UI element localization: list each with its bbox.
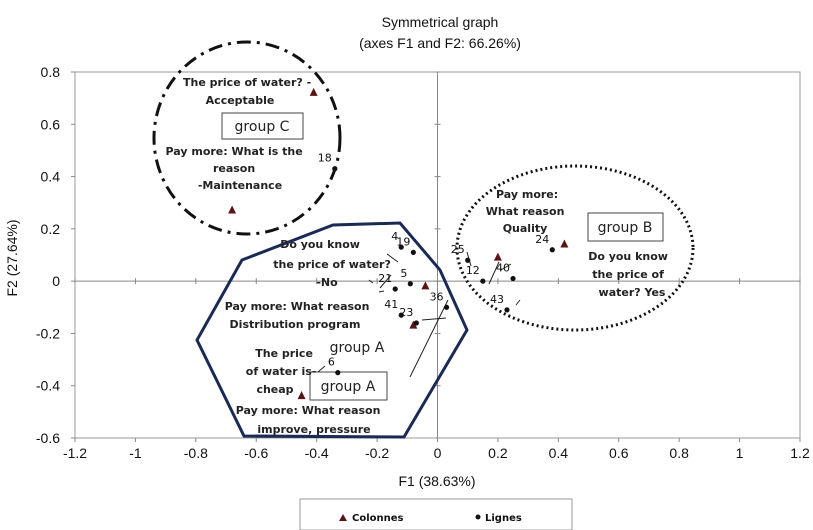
lignes-point: [549, 247, 555, 253]
y-tick-label: 0.6: [41, 116, 61, 132]
legend-box: [299, 498, 573, 530]
lignes-point: [398, 312, 404, 318]
lignes-point: [504, 307, 510, 313]
lignes-point: [465, 257, 471, 263]
x-tick-label: 0.8: [669, 445, 689, 461]
lignes-point-label: 5: [400, 267, 407, 280]
y-tick-label: 0.8: [41, 64, 61, 80]
y-tick-label: 0: [52, 273, 60, 289]
annotation-know-price-yes: Do you know the price of water? Yes: [588, 250, 672, 299]
colonnes-point: [421, 281, 430, 290]
x-tick-label: 0.6: [609, 445, 629, 461]
y-tick-label: -0.6: [36, 430, 60, 446]
lignes-point: [335, 370, 341, 376]
group-c-outline: [152, 40, 342, 236]
y-tick-label: 0.4: [41, 169, 61, 185]
lignes-point-label: 43: [490, 293, 504, 306]
y-tick-label: -0.4: [36, 378, 60, 394]
lignes-point: [398, 244, 404, 250]
lignes-point-label: 40: [496, 262, 510, 275]
lignes-point-label: 18: [318, 152, 332, 165]
colonnes-point: [560, 239, 569, 248]
lignes-point-label: 41: [384, 298, 398, 311]
lignes-point-label: 4: [391, 230, 398, 243]
colonnes-point: [409, 320, 418, 329]
group-a-outline: [195, 221, 469, 439]
x-tick-label: 0.2: [488, 445, 508, 461]
lignes-point-label: 6: [328, 356, 335, 369]
annotation-pay-quality: Pay more: What reason Quality: [486, 188, 569, 235]
group-a-label: group A: [330, 340, 385, 356]
colonnes-point: [493, 252, 502, 261]
group-b-label: group B: [587, 212, 664, 242]
y-axis-title: F2 (27.64%): [4, 219, 20, 296]
x-tick-label: -0.4: [305, 445, 329, 461]
lignes-point-label: 12: [466, 264, 480, 277]
y-tick-label: -0.2: [36, 325, 60, 341]
chart-title: Symmetrical graph: [382, 14, 499, 30]
lignes-point: [443, 304, 450, 310]
x-tick-label: -1: [129, 445, 142, 461]
legend-colonnes-marker: [339, 514, 347, 521]
x-tick-label: 0: [434, 445, 442, 461]
group-a-label-box: group A: [309, 371, 388, 401]
svg-text:group B: group B: [598, 220, 653, 236]
chart-subtitle: (axes F1 and F2: 66.26%): [359, 35, 521, 51]
annotation-pay-distribution: Pay more: What reason Distribution progr…: [225, 300, 374, 331]
lignes-point: [510, 275, 516, 282]
colonnes-point: [297, 391, 306, 400]
colonnes-point: [309, 87, 318, 96]
lignes-point-label: 24: [535, 233, 549, 246]
legend-lignes-marker: [475, 514, 481, 520]
lignes-point: [480, 278, 486, 284]
svg-text:group A: group A: [321, 379, 376, 395]
annotation-know-price-no: Do you know the price of water? -No: [273, 238, 394, 289]
x-tick-label: 1.2: [790, 445, 810, 461]
x-tick-label: -0.2: [365, 445, 389, 461]
lignes-point-label: 25: [451, 243, 465, 256]
x-tick-label: -1.2: [63, 445, 87, 461]
group-b-outline: [455, 164, 695, 332]
group-c-label: group C: [221, 112, 304, 140]
lignes-point-label: 36: [430, 290, 444, 303]
svg-text:group C: group C: [235, 119, 290, 135]
lignes-point-label: 21: [378, 272, 392, 285]
annotation-pay-maintenance: Pay more: What is the reason -Maintenanc…: [166, 145, 307, 192]
lignes-point-label: 19: [396, 235, 410, 248]
x-tick-label: 0.4: [549, 445, 569, 461]
leader-lines: [317, 251, 521, 378]
legend-colonnes-label: Colonnes: [352, 513, 404, 524]
axes: -1.2 -1 -0.8 -0.6 -0.4 -0.2 0 0.2 0.4 0.6 0.8 1 1.2 -…: [36, 64, 810, 461]
x-tick-label: -0.6: [244, 445, 268, 461]
x-tick-label: -0.8: [184, 445, 208, 461]
annotation-price-cheap: The price of water is- cheap: [246, 347, 320, 396]
lignes-point: [392, 286, 398, 292]
lignes-point: [407, 281, 413, 287]
legend-lignes-label: Lignes: [485, 513, 522, 524]
legend: Colonnes Lignes: [299, 498, 573, 530]
lignes-point: [413, 320, 419, 326]
colonnes-point: [228, 205, 237, 214]
x-tick-label: 1: [736, 445, 744, 461]
x-axis-title: F1 (38.63%): [398, 473, 475, 489]
lignes-point: [332, 166, 338, 172]
lignes-point-label: 23: [399, 306, 413, 319]
lignes-point: [410, 249, 416, 255]
annotation-price-acceptable: The price of water? - Acceptable: [183, 76, 315, 107]
y-tick-label: 0.2: [41, 221, 61, 237]
annotation-pay-pressure: Pay more: What reason improve, pressure: [236, 404, 385, 436]
